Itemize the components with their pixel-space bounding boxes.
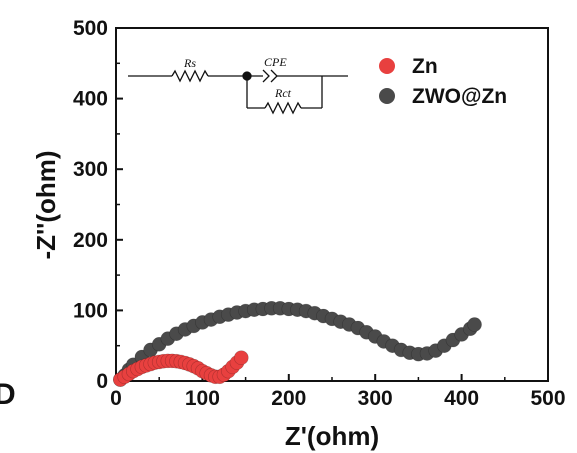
y-tick-label: 100 [73,299,108,322]
x-tick-label: 300 [358,387,393,410]
circuit-label-rct: Rct [274,86,292,100]
legend-marker-zwo [379,88,395,104]
legend-marker-zn [379,58,395,74]
data-point [233,350,249,366]
series-zwo-zn [113,300,482,387]
y-tick-label: 0 [96,370,108,393]
series-layer [113,300,482,387]
y-tick-label: 400 [73,88,108,111]
x-tick-label: 0 [110,387,122,410]
x-axis-title: Z'(ohm) [285,421,379,451]
cpe-symbol [262,69,270,83]
x-tick-label: 400 [444,387,479,410]
x-tick-label: 200 [271,387,306,410]
legend: Zn ZWO@Zn [379,55,507,108]
y-tick-label: 300 [73,158,108,181]
circuit-label-cpe: CPE [264,55,287,69]
cpe-symbol-2 [270,69,278,83]
y-axis-title: -Z''(ohm) [31,150,61,259]
data-point [467,317,482,332]
x-tick-label: 500 [530,387,565,410]
y-tick-label: 200 [73,229,108,252]
y-tick-label: 500 [73,17,108,40]
legend-label-zwo: ZWO@Zn [412,85,507,108]
equivalent-circuit-inset [128,69,348,115]
series-zn [113,350,249,387]
circuit-label-rs: Rs [183,56,196,70]
rct-resistor-symbol [264,101,302,115]
legend-label-zn: Zn [412,55,438,78]
circuit-node [242,71,252,81]
partial-panel-letter: D [0,378,16,411]
tick-labels: 0 100 200 300 400 500 0 100 200 300 400 500 [73,17,566,410]
x-tick-label: 100 [185,387,220,410]
rs-resistor-symbol [171,69,209,83]
